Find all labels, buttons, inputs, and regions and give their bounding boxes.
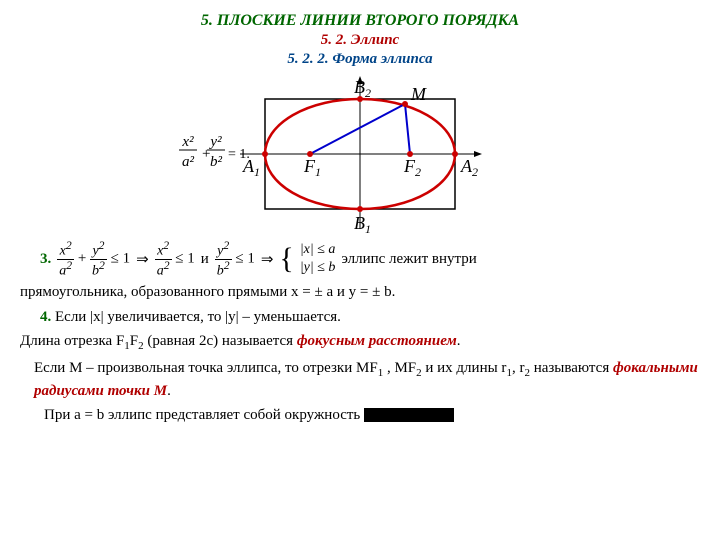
ineq-sum: x2a2 + y2b2 ≤ 1 <box>57 240 130 278</box>
line-focal-radii: Если M – произвольная точка эллипса, то … <box>20 358 700 401</box>
line-rectangle: прямоугольника, образованного прямыми x … <box>20 282 700 302</box>
svg-text:B2: B2 <box>354 77 371 100</box>
item-3-number: 3. <box>40 251 51 268</box>
item-3-row: 3. x2a2 + y2b2 ≤ 1 ⇒ x2a2 ≤ 1 и y2b2 ≤ 1… <box>20 240 700 278</box>
heading-chapter: 5. ПЛОСКИЕ ЛИНИИ ВТОРОГО ПОРЯДКА <box>20 12 700 30</box>
heading-section: 5. 2. Эллипс <box>20 32 700 49</box>
heading-subsection: 5. 2. 2. Форма эллипса <box>20 51 700 68</box>
svg-text:x²: x² <box>181 134 194 150</box>
ellipse-diagram: F1F2A1A2B1B2Mx²a²+y²b²= 1. <box>170 74 550 234</box>
and-word: и <box>201 251 209 268</box>
line-focal-distance: Длина отрезка F1F2 (равная 2c) называетс… <box>20 331 700 354</box>
ineq-y: y2b2 ≤ 1 <box>215 240 255 278</box>
ineq-x: x2a2 ≤ 1 <box>155 240 195 278</box>
svg-text:b²: b² <box>210 154 223 170</box>
redacted-box <box>364 408 454 422</box>
svg-text:B1: B1 <box>354 213 371 234</box>
svg-text:A2: A2 <box>460 156 478 179</box>
term-focal-distance: фокусным расстоянием <box>297 333 457 349</box>
item-4-number: 4. <box>40 309 51 325</box>
svg-text:M: M <box>410 84 427 104</box>
svg-text:= 1.: = 1. <box>228 147 250 162</box>
svg-text:a²: a² <box>182 154 195 170</box>
item-4: 4. Если |x| увеличивается, то |y| – умен… <box>20 307 700 327</box>
svg-text:F2: F2 <box>403 156 421 179</box>
svg-text:F1: F1 <box>303 156 321 179</box>
svg-text:y²: y² <box>208 134 222 150</box>
item-3-tail: эллипс лежит внутри <box>341 251 476 268</box>
abs-bounds: |x| ≤ a|y| ≤ b <box>300 241 336 277</box>
line-circle: При a = b эллипс представляет собой окру… <box>20 405 700 425</box>
